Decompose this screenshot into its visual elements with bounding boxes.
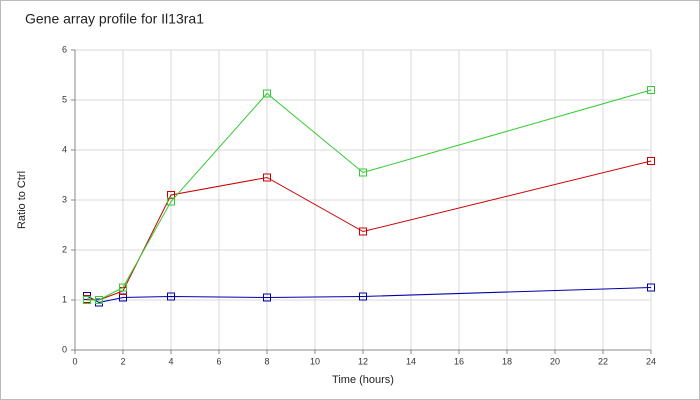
point-marker: [263, 293, 271, 302]
x-axis-label: Time (hours): [332, 374, 394, 386]
point-marker: [359, 168, 367, 177]
point-marker: [119, 283, 127, 292]
point-marker: [263, 173, 271, 182]
x-tick-label: 12: [358, 356, 368, 366]
x-tick-label: 24: [646, 356, 656, 366]
x-tick-label: 4: [168, 356, 173, 366]
x-tick-label: 20: [550, 356, 560, 366]
point-marker: [263, 89, 271, 98]
x-tick-label: 10: [310, 356, 320, 366]
series-line: [87, 89, 652, 301]
y-tick-label: 0: [62, 344, 67, 354]
chart-title: Gene array profile for Il13ra1: [25, 11, 204, 27]
x-tick-label: 0: [72, 356, 77, 366]
point-marker: [95, 296, 103, 304]
x-tick-label: 6: [216, 356, 221, 366]
x-tick-label: 18: [502, 356, 512, 366]
y-tick-label: 4: [62, 144, 67, 154]
y-tick-label: 2: [62, 244, 67, 254]
point-marker: [647, 283, 655, 292]
x-tick-label: 14: [406, 356, 416, 366]
y-tick-label: 6: [62, 44, 67, 54]
series-line: [86, 287, 652, 304]
point-marker: [167, 197, 175, 206]
y-axis-label: Ratio to Ctrl: [16, 171, 28, 229]
x-tick-label: 2: [120, 356, 125, 366]
y-tick-label: 3: [62, 194, 67, 204]
x-tick-label: 22: [598, 356, 608, 366]
point-marker: [647, 86, 655, 94]
y-tick-label: 5: [62, 94, 67, 104]
point-marker: [167, 292, 175, 301]
point-marker: [647, 157, 655, 165]
point-marker: [83, 296, 91, 304]
point-marker: [359, 292, 367, 301]
x-tick-label: 8: [264, 356, 269, 366]
point-marker: [359, 227, 367, 236]
x-tick-label: 16: [454, 356, 464, 366]
y-tick-label: 1: [62, 294, 67, 304]
